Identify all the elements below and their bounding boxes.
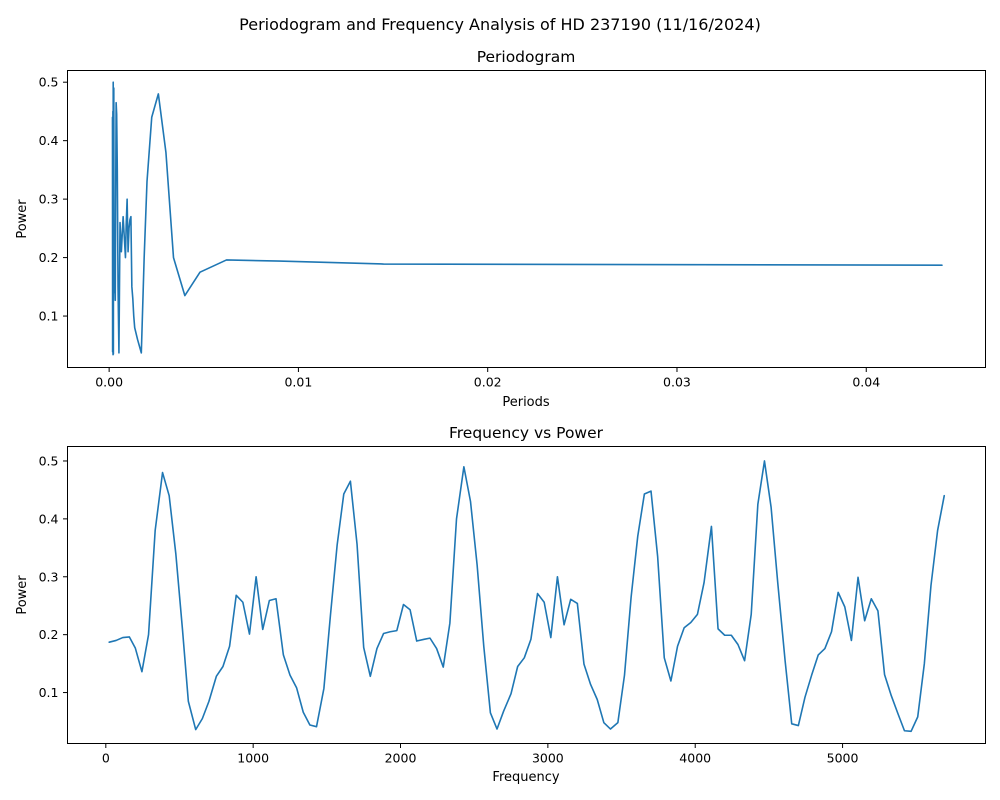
periodogram-x-tick-label: 0.04 — [852, 375, 880, 390]
frequency-power-plot-area — [108, 460, 946, 733]
periodogram-y-ticks: 0.1 0.2 0.3 0.4 0.5 — [39, 75, 68, 324]
periodogram-x-tick-label: 0.02 — [474, 375, 502, 390]
periodogram-y-tick-label: 0.2 — [39, 250, 59, 265]
periodogram-x-tick-label: 0.00 — [95, 375, 123, 390]
periodogram-y-tick-label: 0.5 — [39, 75, 59, 90]
periodogram-series-line-0 — [111, 81, 943, 356]
frequency-power-x-tick-label: 2000 — [385, 751, 417, 766]
frequency-power-axes-frame — [67, 446, 986, 744]
periodogram-y-tick-label: 0.4 — [39, 133, 59, 148]
periodogram-plot-area — [111, 81, 943, 356]
frequency-power-y-tick-label: 0.3 — [39, 569, 59, 584]
frequency-power-y-tick-label: 0.4 — [39, 511, 59, 526]
frequency-power-ylabel: Power — [15, 575, 30, 615]
frequency-power-panel: Frequency vs Power 0 1000 2000 3000 4000 5000… — [15, 424, 986, 785]
frequency-power-x-ticks: 0 1000 2000 3000 4000 5000 — [102, 743, 859, 766]
frequency-power-title: Frequency vs Power — [449, 424, 604, 442]
periodogram-xlabel: Periods — [502, 395, 550, 410]
frequency-power-y-tick-label: 0.5 — [39, 453, 59, 468]
frequency-power-y-ticks: 0.1 0.2 0.3 0.4 0.5 — [39, 453, 68, 700]
frequency-power-x-tick-label: 1000 — [237, 751, 269, 766]
figure-suptitle: Periodogram and Frequency Analysis of HD… — [239, 15, 761, 34]
periodogram-y-tick-label: 0.3 — [39, 192, 59, 207]
frequency-power-y-tick-label: 0.2 — [39, 627, 59, 642]
periodogram-axes-frame — [67, 70, 986, 368]
periodogram-x-tick-label: 0.03 — [663, 375, 691, 390]
frequency-power-y-tick-label: 0.1 — [39, 685, 59, 700]
frequency-power-xlabel: Frequency — [492, 770, 559, 785]
periodogram-panel: Periodogram 0.00 0.01 0.02 0.03 0.04 0.10.20… — [15, 48, 986, 410]
periodogram-ylabel: Power — [15, 199, 30, 239]
periodogram-y-tick-label: 0.1 — [39, 309, 59, 324]
frequency-power-x-tick-label: 4000 — [679, 751, 711, 766]
frequency-power-x-tick-label: 0 — [102, 751, 110, 766]
periodogram-x-tick-label: 0.01 — [284, 375, 312, 390]
periodogram-title: Periodogram — [477, 48, 576, 66]
frequency-power-series-line-0 — [108, 460, 946, 733]
periodogram-x-ticks: 0.00 0.01 0.02 0.03 0.04 — [95, 367, 880, 390]
frequency-power-x-tick-label: 3000 — [532, 751, 564, 766]
frequency-power-x-tick-label: 5000 — [827, 751, 859, 766]
